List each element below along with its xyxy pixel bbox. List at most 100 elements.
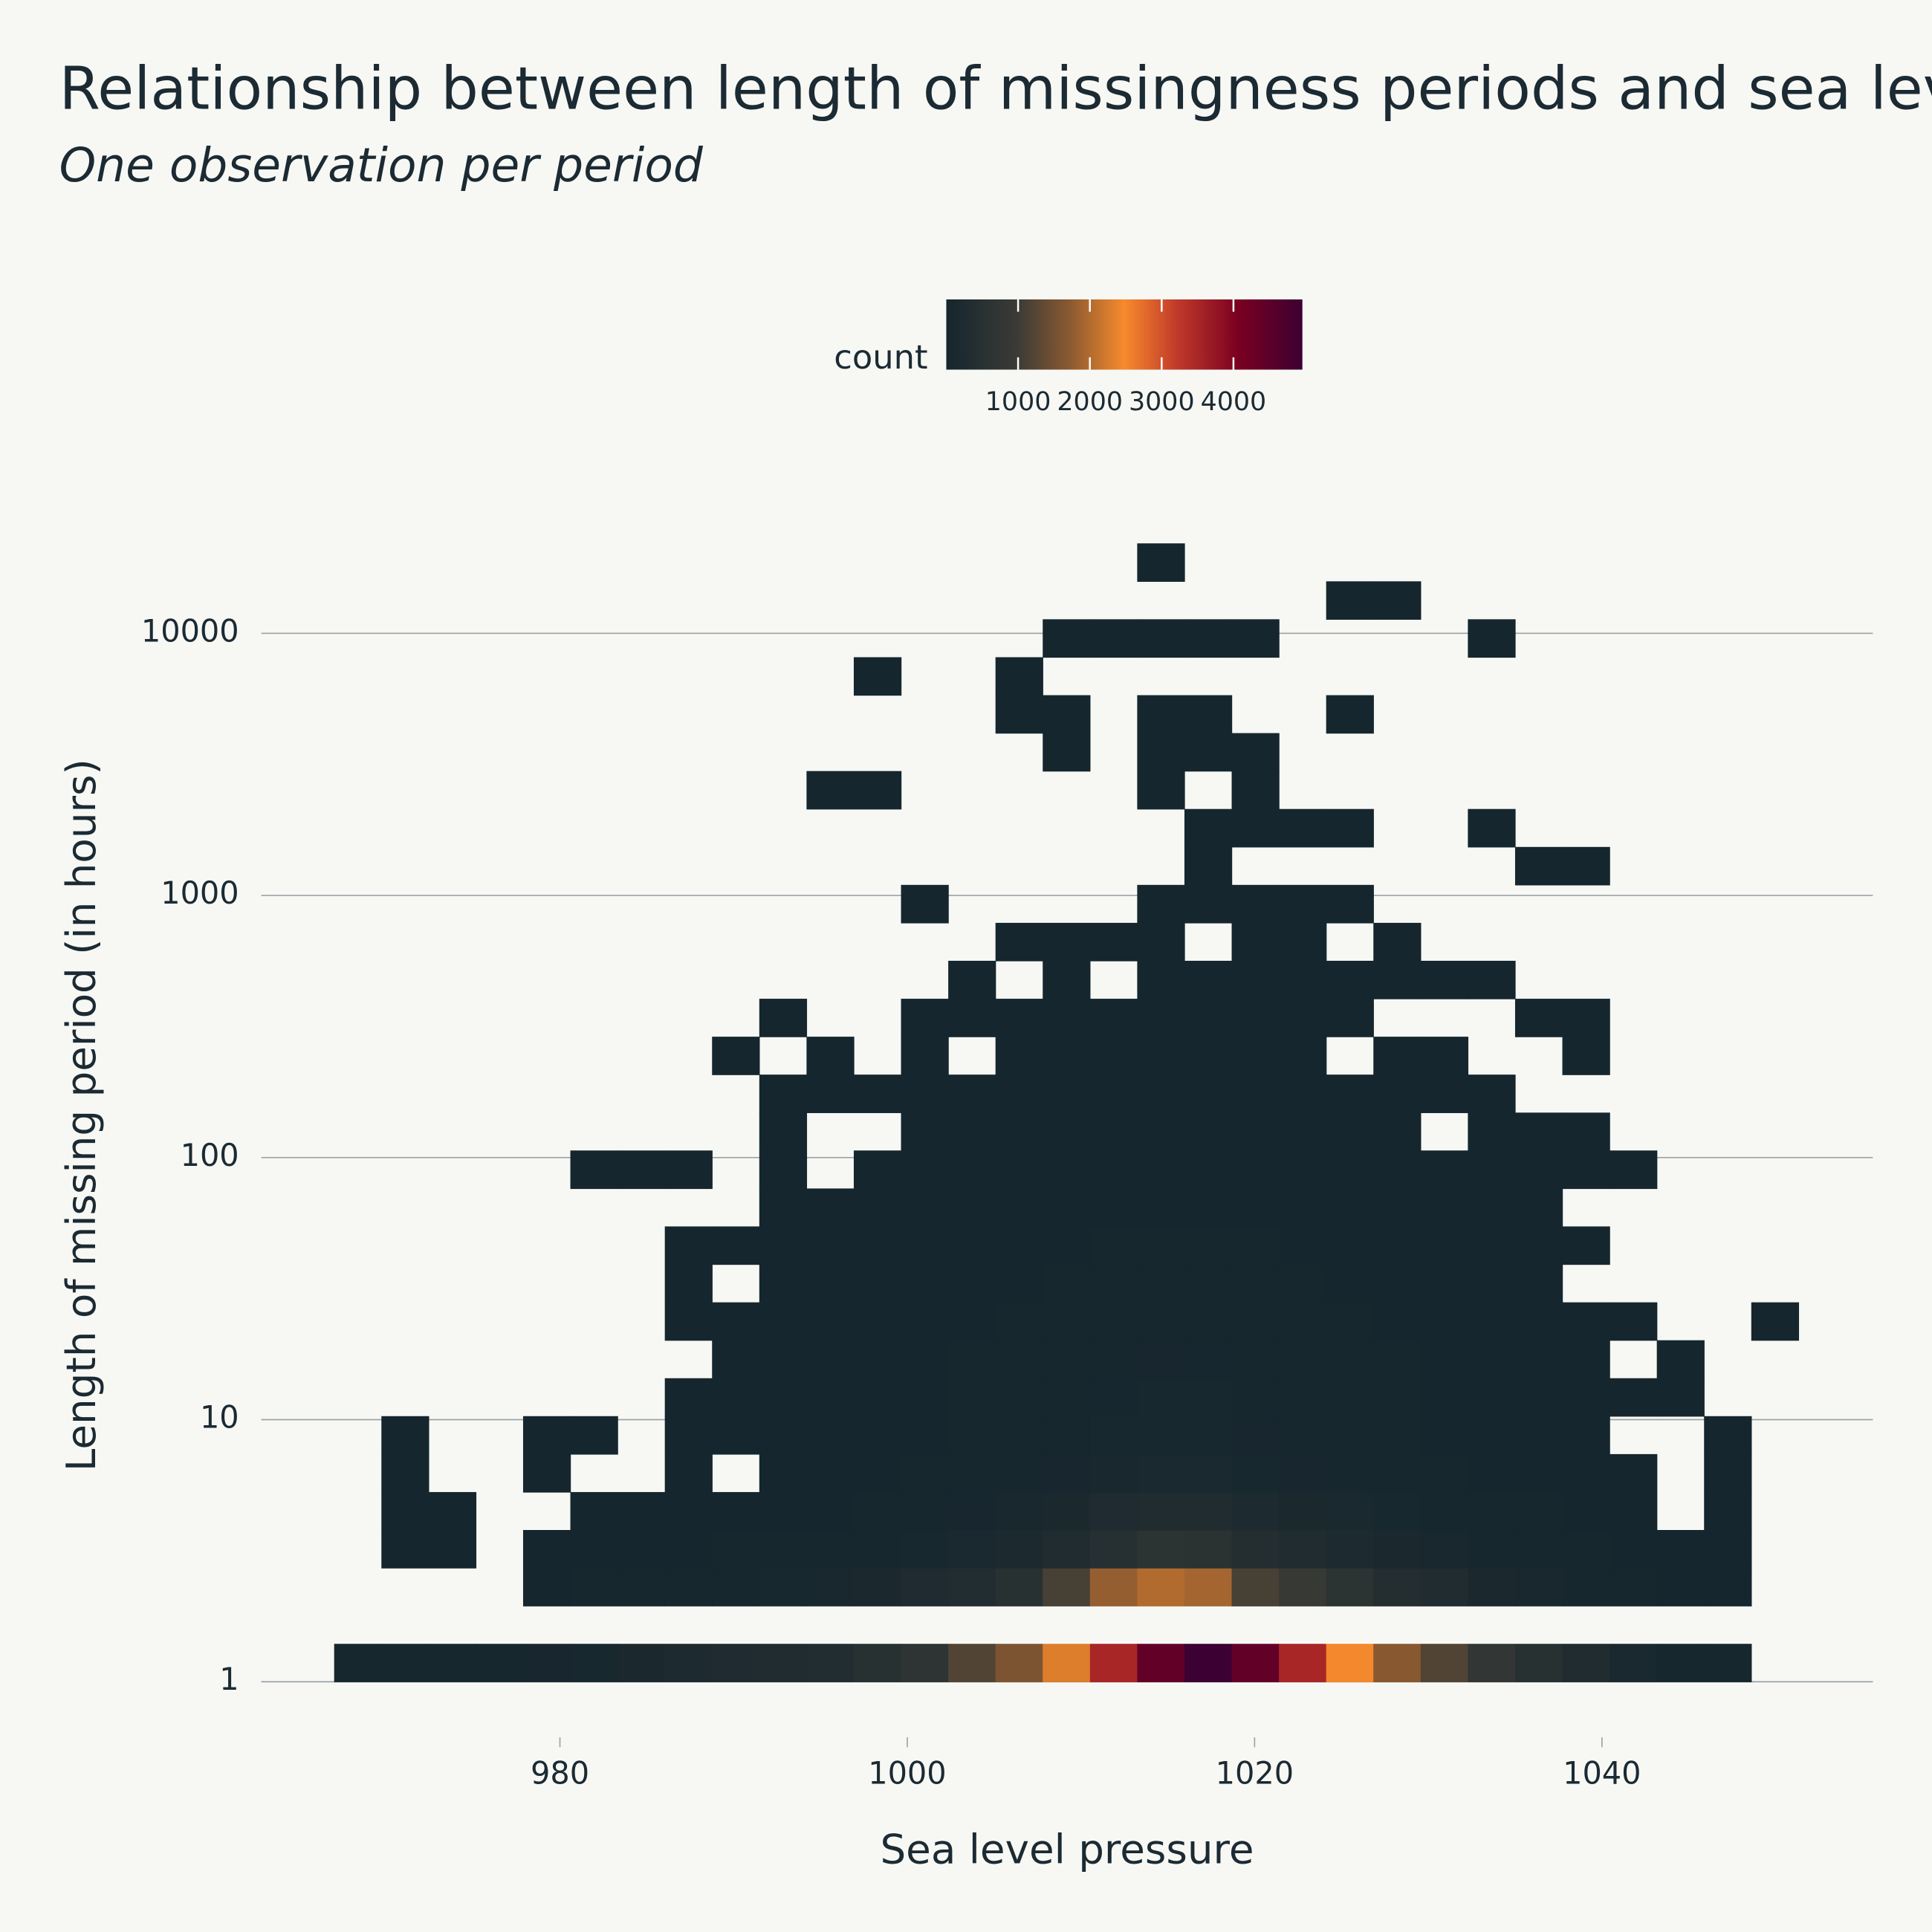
heatmap-cell — [1279, 1150, 1327, 1190]
heatmap-cell — [1184, 1226, 1233, 1265]
heatmap-cell — [1089, 1037, 1138, 1075]
heatmap-cell — [901, 1150, 949, 1190]
heatmap-cell — [995, 1530, 1043, 1569]
heatmap-cell — [1373, 1644, 1422, 1682]
heatmap-cell — [1704, 1453, 1752, 1493]
heatmap-cell — [1231, 1302, 1280, 1341]
heatmap-cell — [664, 1150, 713, 1190]
heatmap-cell — [1043, 1378, 1091, 1417]
heatmap-cell — [1326, 1644, 1374, 1682]
heatmap-cell — [1514, 1491, 1563, 1531]
heatmap-cell — [1231, 884, 1280, 924]
heatmap-cell — [853, 1074, 902, 1113]
heatmap-cell — [522, 1416, 571, 1455]
heatmap-cell — [712, 1378, 760, 1417]
heatmap-cell — [1137, 1453, 1185, 1493]
heatmap-cell — [948, 1530, 996, 1569]
heatmap-cell — [1610, 1530, 1658, 1569]
heatmap-cell — [995, 657, 1043, 696]
heatmap-cell — [995, 1264, 1043, 1303]
heatmap-cell — [617, 1150, 666, 1190]
heatmap-cell — [1373, 1264, 1422, 1303]
heatmap-cell — [995, 1491, 1043, 1531]
heatmap-cell — [759, 1453, 808, 1493]
heatmap-cell — [1420, 1150, 1469, 1190]
heatmap-cell — [1373, 1112, 1422, 1151]
heatmap-cell — [712, 1491, 760, 1531]
heatmap-cell — [381, 1491, 429, 1531]
heatmap-cell — [1089, 1530, 1138, 1569]
heatmap-cell — [806, 1264, 855, 1303]
y-tick-label: 100 — [181, 1138, 239, 1173]
heatmap-cell — [1043, 1302, 1091, 1341]
heatmap-cell — [1326, 1302, 1374, 1341]
heatmap-cell — [1468, 1112, 1516, 1151]
heatmap-cell — [1420, 1491, 1469, 1531]
heatmap-cell — [1420, 1226, 1469, 1265]
heatmap-cell — [712, 1226, 760, 1265]
heatmap-cell — [1468, 1568, 1516, 1607]
y-tick-label: 1 — [219, 1662, 239, 1697]
y-tick-label: 10000 — [141, 613, 239, 649]
heatmap-cell — [1610, 1378, 1658, 1417]
heatmap-cell — [1137, 1302, 1185, 1341]
x-tick-label: 1000 — [868, 1755, 946, 1791]
heatmap-cells — [334, 543, 1800, 1682]
heatmap-cell — [759, 1112, 808, 1151]
heatmap-cell — [1231, 1226, 1280, 1265]
heatmap-cell — [1231, 960, 1280, 999]
heatmap-cell — [1137, 1530, 1185, 1569]
heatmap-cell — [1184, 1644, 1233, 1682]
heatmap-cell — [1704, 1568, 1752, 1607]
heatmap-cell — [1468, 1644, 1516, 1682]
heatmap-cell — [476, 1644, 524, 1682]
heatmap-cell — [1184, 1150, 1233, 1190]
heatmap-cell — [1326, 1340, 1374, 1379]
heatmap-cell — [853, 1150, 902, 1190]
heatmap-cell — [853, 1302, 902, 1341]
heatmap-cell — [428, 1530, 477, 1569]
heatmap-cell — [1184, 1340, 1233, 1379]
heatmap-cell — [1373, 1453, 1422, 1493]
heatmap-cell — [948, 960, 996, 999]
heatmap-cell — [1514, 1112, 1563, 1151]
x-tick-label: 1020 — [1216, 1755, 1294, 1791]
heatmap-cell — [948, 999, 996, 1037]
heatmap-cell — [1373, 581, 1422, 620]
heatmap-cell — [1468, 1340, 1516, 1379]
heatmap-cell — [1043, 1340, 1091, 1379]
heatmap-cell — [1562, 1453, 1610, 1493]
heatmap-cell — [1279, 960, 1327, 999]
heatmap-cell — [1562, 1226, 1610, 1265]
heatmap-cell — [1231, 1037, 1280, 1075]
heatmap-cell — [1420, 1302, 1469, 1341]
heatmap-cell — [1279, 1530, 1327, 1569]
heatmap-cell — [1704, 1416, 1752, 1455]
heatmap-cell — [1326, 1453, 1374, 1493]
heatmap-cell — [1279, 1226, 1327, 1265]
heatmap-cell — [522, 1644, 571, 1682]
heatmap-cell — [1137, 543, 1185, 582]
heatmap-cell — [1704, 1491, 1752, 1531]
heatmap-cell — [1184, 1416, 1233, 1455]
heatmap-cell — [1562, 999, 1610, 1037]
heatmap-cell — [1420, 1416, 1469, 1455]
heatmap-cell — [1514, 1416, 1563, 1455]
heatmap-cell — [806, 771, 855, 810]
heatmap-cell — [1610, 1150, 1658, 1190]
heatmap-cell — [334, 1644, 382, 1682]
heatmap-cell — [1420, 1453, 1469, 1493]
heatmap-cell — [1468, 619, 1516, 658]
heatmap-cell — [1326, 1264, 1374, 1303]
heatmap-cell — [428, 1644, 477, 1682]
heatmap-cell — [1089, 1074, 1138, 1113]
heatmap-cell — [1089, 1340, 1138, 1379]
heatmap-cell — [1326, 1491, 1374, 1531]
heatmap-cell — [901, 1264, 949, 1303]
heatmap-cell — [712, 1037, 760, 1075]
heatmap-cell — [759, 1378, 808, 1417]
heatmap-cell — [948, 1644, 996, 1682]
heatmap-cell — [1184, 808, 1233, 848]
